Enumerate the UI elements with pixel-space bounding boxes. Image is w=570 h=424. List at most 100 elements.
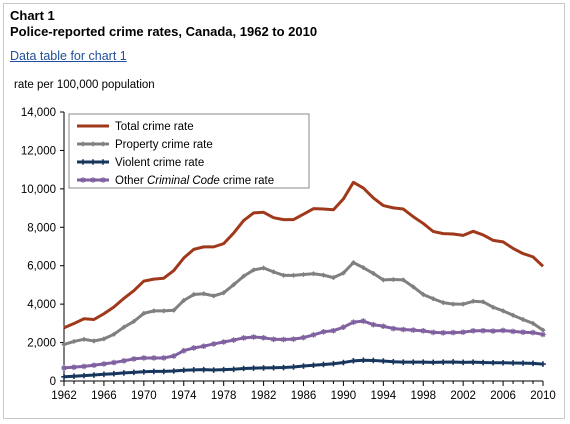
data-point: [420, 291, 426, 298]
x-tick-label: 1962: [51, 390, 77, 402]
chart-number: Chart 1: [10, 8, 55, 23]
data-point: [430, 296, 436, 302]
data-point: [380, 323, 387, 330]
legend-label: Other Criminal Code crime rate: [115, 175, 274, 187]
x-tick-label: 2002: [450, 390, 476, 402]
data-point: [420, 359, 427, 365]
data-point: [260, 365, 267, 371]
data-point: [61, 341, 67, 348]
data-point: [101, 361, 107, 367]
data-point: [200, 343, 207, 350]
data-point: [450, 301, 456, 307]
data-point: [270, 336, 277, 343]
data-point: [480, 359, 486, 366]
data-point: [440, 359, 447, 365]
data-point: [111, 359, 117, 366]
data-point: [400, 277, 406, 283]
data-point: [91, 338, 97, 344]
legend-item: Violent crime rate: [77, 157, 204, 169]
series-4: [61, 318, 546, 371]
data-point: [251, 267, 257, 273]
chart-axes: 0 2,000 4,000 6,000 8,000 10,000 12,000 14,000 1…: [21, 107, 556, 402]
data-point: [170, 353, 177, 359]
data-point: [330, 327, 337, 334]
data-point: [330, 360, 337, 367]
data-point: [350, 319, 357, 326]
legend-marker: [100, 141, 106, 147]
data-point: [430, 359, 437, 366]
data-point: [141, 310, 147, 316]
data-point: [310, 332, 317, 338]
y-axis-unit-label: rate per 100,000 population: [14, 79, 155, 91]
data-point: [400, 359, 407, 365]
data-point: [360, 265, 366, 271]
data-point: [420, 328, 427, 334]
data-point: [300, 271, 307, 278]
legend-item: Other Criminal Code crime rate: [77, 175, 274, 187]
data-point: [250, 334, 257, 340]
data-point: [71, 338, 77, 345]
data-point: [510, 360, 516, 366]
data-point: [490, 304, 496, 310]
data-point: [160, 368, 167, 375]
data-point: [151, 368, 157, 375]
legend-marker: [80, 141, 86, 147]
legend-item: Total crime rate: [77, 121, 194, 133]
data-point: [191, 291, 197, 298]
data-point: [330, 275, 337, 281]
data-point: [410, 359, 417, 365]
legend-marker: [80, 159, 86, 165]
data-point: [240, 335, 247, 341]
x-tick-label: 2010: [530, 390, 556, 402]
data-point: [370, 321, 377, 328]
data-point: [340, 324, 347, 330]
x-tick-label: 1970: [131, 390, 157, 402]
data-point: [280, 272, 287, 278]
data-point: [540, 331, 546, 338]
y-tick-label: 4,000: [27, 299, 56, 311]
data-point: [220, 339, 227, 345]
data-point: [480, 299, 486, 305]
data-point: [170, 368, 177, 374]
data-point: [460, 329, 466, 335]
data-point: [260, 334, 267, 341]
data-point: [121, 358, 127, 364]
data-point: [450, 359, 456, 365]
data-point: [290, 272, 297, 278]
data-point: [500, 308, 506, 314]
x-tick-label: 1978: [211, 390, 237, 402]
legend-item: Property crime rate: [77, 139, 213, 151]
data-point: [280, 364, 287, 371]
data-point: [141, 368, 147, 375]
series-3: [61, 357, 546, 380]
data-point: [181, 297, 187, 304]
legend-marker: [80, 177, 86, 183]
data-point: [440, 329, 447, 336]
data-point: [161, 308, 167, 314]
data-point: [131, 356, 137, 362]
data-point: [470, 359, 476, 365]
data-point: [91, 362, 97, 369]
data-point: [530, 360, 536, 367]
data-point: [390, 358, 397, 365]
data-point: [320, 329, 327, 335]
data-point: [210, 341, 217, 347]
data-point: [490, 328, 496, 334]
data-point: [241, 273, 247, 279]
data-point: [111, 370, 117, 377]
data-point: [380, 358, 387, 364]
data-table-link[interactable]: Data table for chart 1: [10, 49, 127, 63]
legend-label: Property crime rate: [115, 139, 213, 151]
data-point: [121, 370, 127, 376]
data-point: [310, 271, 317, 277]
data-point: [500, 327, 506, 334]
x-tick-label: 1974: [171, 390, 197, 402]
data-point: [91, 372, 97, 378]
data-point: [270, 269, 277, 275]
data-point: [141, 355, 147, 361]
data-point: [200, 366, 207, 373]
x-tick-label: 1986: [291, 390, 317, 402]
y-tick-label: 8,000: [27, 222, 56, 234]
data-point: [280, 336, 287, 343]
data-point: [520, 360, 526, 366]
